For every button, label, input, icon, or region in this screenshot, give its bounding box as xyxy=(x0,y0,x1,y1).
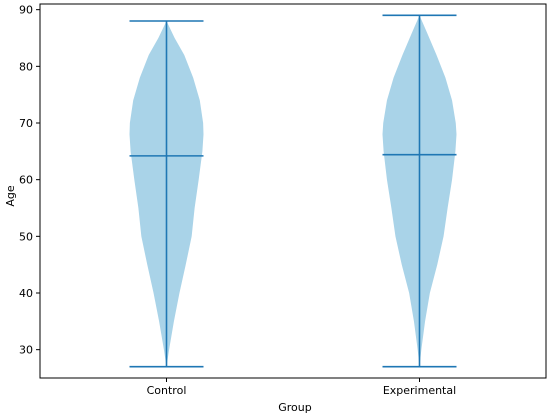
y-tick-label: 90 xyxy=(19,4,33,17)
y-tick-label: 50 xyxy=(19,230,33,243)
violins-layer xyxy=(129,14,457,368)
y-axis-label: Age xyxy=(4,185,17,207)
x-tick-label: Control xyxy=(147,384,187,397)
y-tick-label: 60 xyxy=(19,174,33,187)
y-tick-label: 30 xyxy=(19,344,33,357)
axes-layer: 30 40 50 60 70 80 90 Control Experimental xyxy=(19,3,547,397)
y-tick-label: 70 xyxy=(19,117,33,130)
plot-frame xyxy=(39,3,547,379)
y-tick-label: 40 xyxy=(19,287,33,300)
x-tick-label: Experimental xyxy=(383,384,456,397)
x-axis-label: Group xyxy=(278,401,312,414)
y-tick-label: 80 xyxy=(19,60,33,73)
